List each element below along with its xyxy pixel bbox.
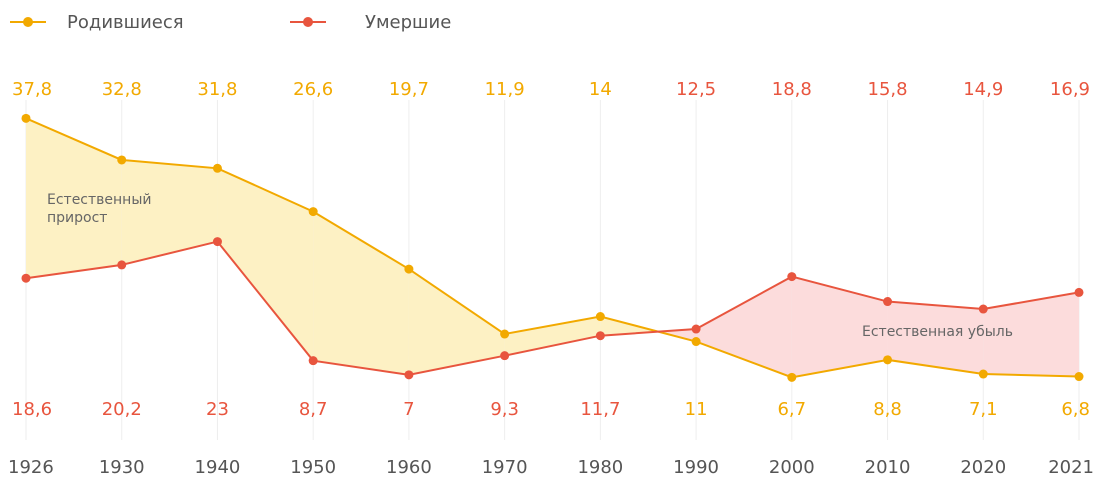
- x-tick-label: 1926: [8, 457, 54, 478]
- value-label: 18,8: [772, 79, 812, 100]
- gap-area: [313, 211, 409, 375]
- point: [1074, 372, 1084, 382]
- gap-area: [696, 276, 792, 378]
- point: [500, 351, 510, 361]
- gap-area: [217, 168, 314, 361]
- value-label: 20,2: [102, 399, 142, 420]
- annotation: Естественный: [47, 192, 152, 208]
- point: [595, 331, 605, 341]
- point: [787, 272, 797, 282]
- point: [978, 304, 988, 314]
- gap-area: [121, 159, 218, 265]
- x-tick-label: 2020: [960, 457, 1006, 478]
- x-tick-label: 2000: [769, 457, 815, 478]
- value-label: 23: [206, 399, 229, 420]
- gap-area: [791, 276, 888, 378]
- point: [404, 370, 414, 380]
- point: [308, 207, 318, 217]
- point: [308, 356, 318, 366]
- value-label: 14,9: [963, 79, 1003, 100]
- point: [212, 163, 222, 173]
- legend-label: Умершие: [365, 12, 451, 33]
- legend-label: Родившиеся: [67, 12, 184, 33]
- gap-area: [408, 269, 505, 375]
- value-label: 7: [403, 399, 414, 420]
- value-label: 31,8: [197, 79, 237, 100]
- annotation: Естественная убыль: [862, 324, 1013, 340]
- point: [595, 312, 605, 322]
- value-label: 37,8: [12, 79, 52, 100]
- point: [21, 113, 31, 123]
- gap-area: [26, 118, 122, 279]
- value-label: 9,3: [490, 399, 519, 420]
- x-tick-label: 2010: [865, 457, 911, 478]
- legend-dot: [303, 17, 313, 27]
- value-label: 19,7: [389, 79, 429, 100]
- x-tick-label: 1970: [482, 457, 528, 478]
- value-label: 11,7: [580, 399, 620, 420]
- x-tick-label: 2021: [1048, 457, 1094, 478]
- series-line: [25, 240, 1080, 376]
- point: [500, 329, 510, 339]
- point: [691, 337, 701, 347]
- value-label: 18,6: [12, 399, 52, 420]
- gap-area: [887, 301, 984, 375]
- point: [212, 237, 222, 247]
- value-label: 8,7: [299, 399, 328, 420]
- point: [787, 372, 797, 382]
- value-label: 12,5: [676, 79, 716, 100]
- legend-dot: [23, 17, 33, 27]
- point: [883, 297, 893, 307]
- x-tick-label: 1990: [673, 457, 719, 478]
- x-tick-label: 1930: [99, 457, 145, 478]
- point: [978, 369, 988, 379]
- point: [21, 273, 31, 283]
- value-label: 26,6: [293, 79, 333, 100]
- point: [117, 260, 127, 270]
- value-label: 8,8: [873, 399, 902, 420]
- x-tick-label: 1940: [195, 457, 241, 478]
- point: [691, 324, 701, 334]
- annotation: прирост: [47, 210, 107, 226]
- x-tick-label: 1950: [290, 457, 336, 478]
- value-label: 6,7: [777, 399, 806, 420]
- value-label: 14: [589, 79, 612, 100]
- value-label: 11: [685, 399, 708, 420]
- gap-area: [983, 292, 1079, 377]
- value-label: 15,8: [868, 79, 908, 100]
- point: [1074, 287, 1084, 297]
- value-label: 11,9: [485, 79, 525, 100]
- point: [883, 355, 893, 365]
- gap-area: [504, 316, 601, 356]
- value-label: 32,8: [102, 79, 142, 100]
- x-tick-label: 1980: [577, 457, 623, 478]
- value-label: 7,1: [969, 399, 998, 420]
- point: [404, 264, 414, 274]
- series-line: [25, 117, 1080, 379]
- value-label: 16,9: [1050, 79, 1090, 100]
- point: [117, 155, 127, 165]
- value-label: 6,8: [1061, 399, 1090, 420]
- x-tick-label: 1960: [386, 457, 432, 478]
